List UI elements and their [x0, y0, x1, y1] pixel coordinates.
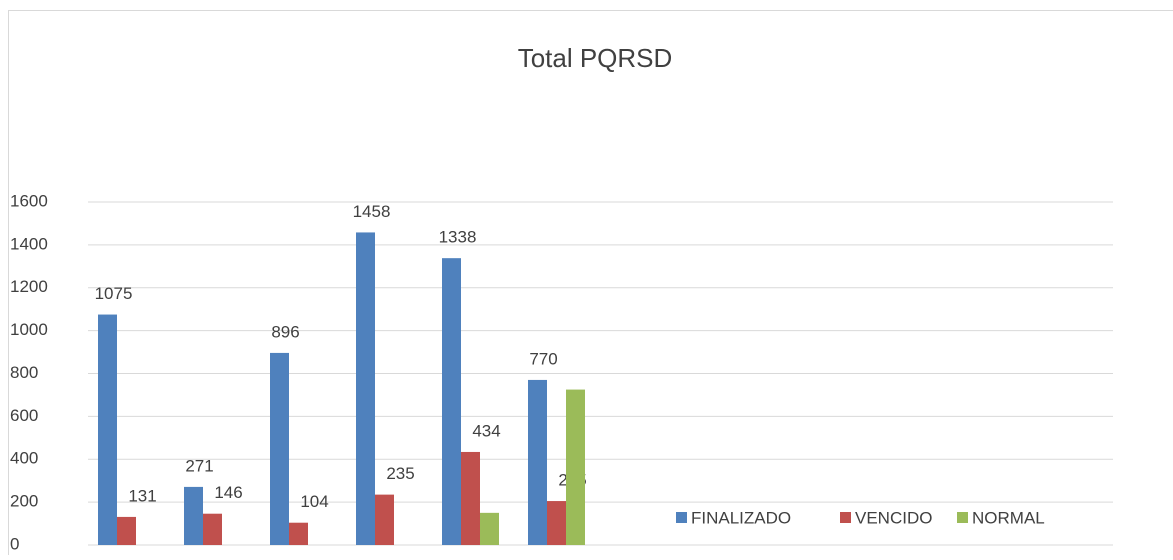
bar — [184, 487, 203, 545]
bar — [442, 258, 461, 545]
data-label: 131 — [128, 486, 156, 505]
data-label: 1458 — [353, 202, 391, 221]
bar — [117, 517, 136, 545]
data-label: 434 — [472, 421, 500, 440]
legend-label: NORMAL — [972, 508, 1045, 527]
y-tick-label: 200 — [10, 492, 38, 511]
bar — [98, 315, 117, 545]
bar — [270, 353, 289, 545]
y-tick-label: 1400 — [10, 234, 48, 253]
y-tick-label: 800 — [10, 363, 38, 382]
legend-label: VENCIDO — [855, 508, 932, 527]
data-label: 104 — [300, 492, 328, 511]
y-tick-label: 600 — [10, 406, 38, 425]
data-label: 146 — [214, 483, 242, 502]
bar — [547, 501, 566, 545]
y-tick-label: 1600 — [10, 191, 48, 210]
legend-label: FINALIZADO — [691, 508, 791, 527]
bar — [375, 495, 394, 545]
bar — [566, 390, 585, 545]
bar — [203, 514, 222, 545]
y-tick-label: 1000 — [10, 320, 48, 339]
data-label: 235 — [386, 464, 414, 483]
bar — [461, 452, 480, 545]
y-tick-label: 400 — [10, 449, 38, 468]
bar — [356, 232, 375, 545]
data-label: 1338 — [439, 228, 477, 247]
data-label: 1075 — [95, 284, 133, 303]
y-tick-label: 0 — [10, 534, 19, 553]
bar — [528, 380, 547, 545]
chart-border — [9, 11, 1173, 556]
bar — [480, 513, 499, 545]
legend-swatch — [840, 512, 851, 523]
y-tick-label: 1200 — [10, 277, 48, 296]
legend-swatch — [676, 512, 687, 523]
data-label: 770 — [529, 349, 557, 368]
legend-swatch — [957, 512, 968, 523]
data-label: 271 — [185, 456, 213, 475]
bar — [289, 523, 308, 545]
chart-title: Total PQRSD — [518, 43, 673, 73]
data-label: 896 — [271, 322, 299, 341]
